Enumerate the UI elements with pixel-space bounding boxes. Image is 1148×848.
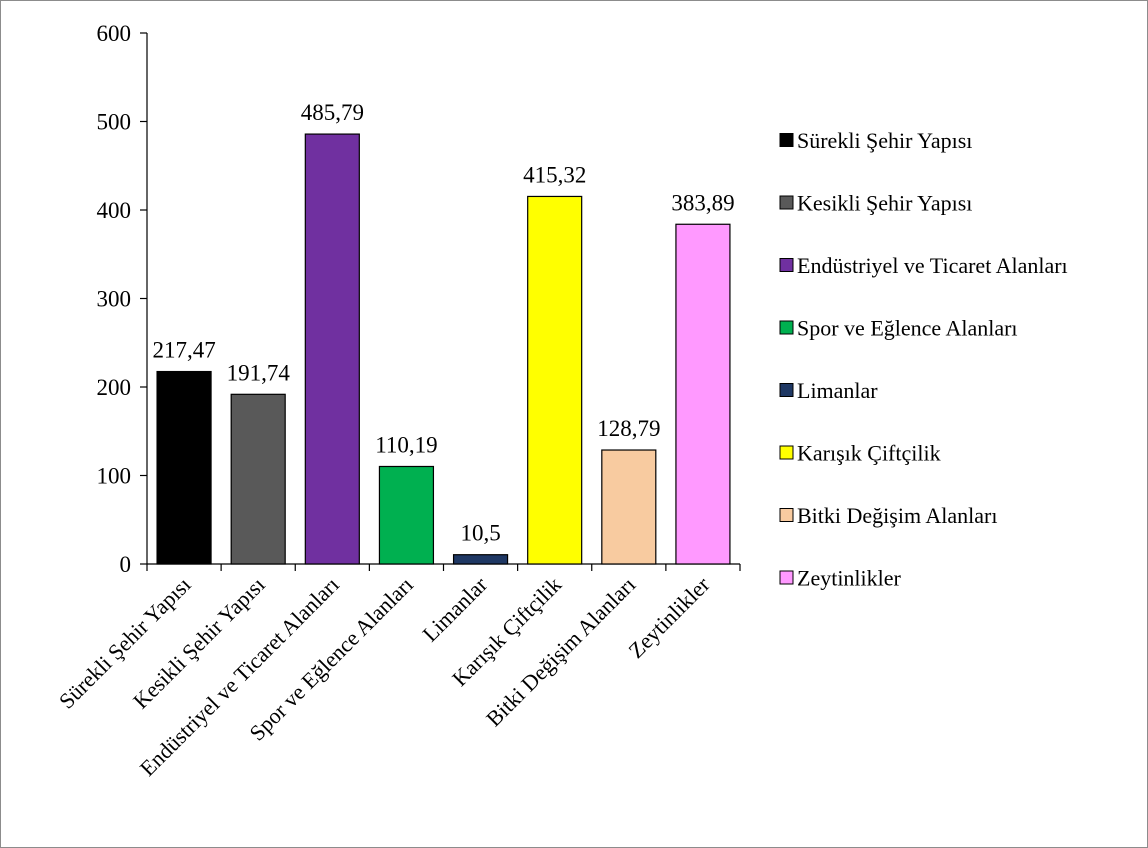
bar <box>230 393 286 565</box>
y-tick-label: 0 <box>120 552 132 577</box>
data-label: 128,79 <box>597 416 660 441</box>
data-label: 217,47 <box>152 338 215 363</box>
x-tick-label: Kesikli Şehir Yapısı <box>128 572 270 714</box>
y-tick-label: 200 <box>97 375 132 400</box>
legend-swatch <box>779 570 794 585</box>
legend-label: Kesikli Şehir Yapısı <box>797 191 972 216</box>
bar <box>527 195 583 565</box>
bar <box>156 370 212 565</box>
legend-label: Limanlar <box>797 378 878 403</box>
data-labels: 217,47 191,74 485,79 110,19 10,5 415,32 128,79… <box>152 100 734 546</box>
data-label: 10,5 <box>460 521 500 546</box>
bar <box>601 449 657 565</box>
legend-label: Spor ve Eğlence Alanları <box>797 316 1018 341</box>
legend-label: Zeytinlikler <box>797 566 902 591</box>
legend-swatch <box>779 320 794 335</box>
legend-swatch <box>779 445 794 460</box>
bar <box>675 223 731 565</box>
x-tick-label: Sürekli Şehir Yapısı <box>54 572 196 714</box>
legend-label: Sürekli Şehir Yapısı <box>797 128 972 153</box>
data-label: 383,89 <box>671 190 734 215</box>
x-tick-label: Limanlar <box>417 571 492 646</box>
legend-label: Karışık Çiftçilik <box>797 441 941 466</box>
bar <box>378 465 435 565</box>
y-tick-label: 500 <box>97 110 132 135</box>
legend-swatch <box>779 195 794 210</box>
legend-label: Bitki Değişim Alanları <box>797 503 997 528</box>
x-tick-label: Bitki Değişim Alanları <box>481 572 640 731</box>
data-label: 191,74 <box>227 360 291 385</box>
legend-swatch <box>779 383 794 397</box>
y-tick-label: 400 <box>97 198 132 223</box>
legend-swatch <box>779 133 794 147</box>
bar <box>452 554 509 565</box>
data-label: 415,32 <box>523 162 586 187</box>
legend-label: Endüstriyel ve Ticaret Alanları <box>797 253 1068 278</box>
y-tick-label: 600 <box>97 21 132 46</box>
data-label: 485,79 <box>301 100 364 125</box>
y-tick-label: 300 <box>97 287 132 312</box>
legend-swatch <box>779 508 794 522</box>
bars <box>156 133 731 565</box>
data-label: 110,19 <box>375 432 437 457</box>
bar <box>304 133 360 565</box>
legend: Sürekli Şehir Yapısı Kesikli Şehir Yapısı… <box>779 128 1068 591</box>
legend-swatch <box>779 258 794 272</box>
x-tick-label: Zeytinlikler <box>623 571 715 663</box>
y-tick-label: 100 <box>97 464 132 489</box>
